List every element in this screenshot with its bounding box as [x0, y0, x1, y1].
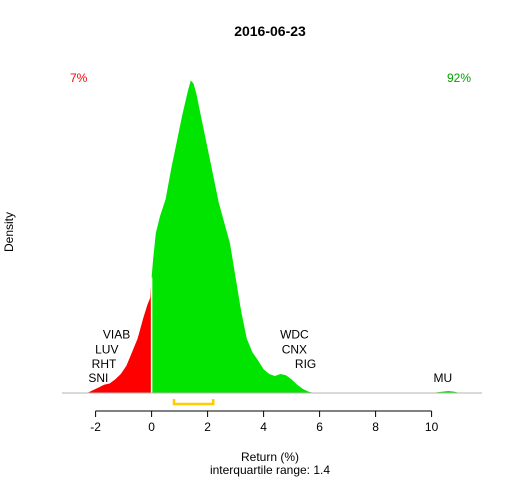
ticker-label: CNX — [282, 343, 307, 357]
iqr-bracket — [172, 399, 215, 406]
x-tick-label: 0 — [148, 420, 155, 434]
ticker-label: WDC — [280, 328, 309, 342]
positive-returns-area — [151, 80, 460, 394]
ticker-label: SNI — [88, 371, 108, 385]
ticker-label: MU — [433, 371, 452, 385]
positive-share-label: 92% — [447, 71, 471, 85]
x-tick-label: 8 — [372, 420, 379, 434]
x-tick-label: -2 — [90, 420, 101, 434]
ticker-label: LUV — [95, 343, 118, 357]
x-tick-label: 4 — [260, 420, 267, 434]
x-tick-label: 2 — [204, 420, 211, 434]
x-tick-label: 6 — [316, 420, 323, 434]
x-axis: -2 0 2 4 6 8 10 — [90, 410, 439, 434]
x-axis-title: Return (%) — [241, 450, 299, 464]
plot-frame — [62, 60, 482, 393]
negative-returns-area — [87, 277, 152, 393]
negative-share-label: 7% — [70, 71, 88, 85]
x-tick-label: 10 — [425, 420, 439, 434]
iqr-subtitle: interquartile range: 1.4 — [210, 463, 330, 477]
chart-title: 2016-06-23 — [234, 23, 306, 39]
ticker-label: VIAB — [103, 328, 130, 342]
y-axis-title: Density — [2, 212, 16, 252]
ticker-label: RHT — [92, 357, 117, 371]
ticker-label: RIG — [295, 357, 316, 371]
